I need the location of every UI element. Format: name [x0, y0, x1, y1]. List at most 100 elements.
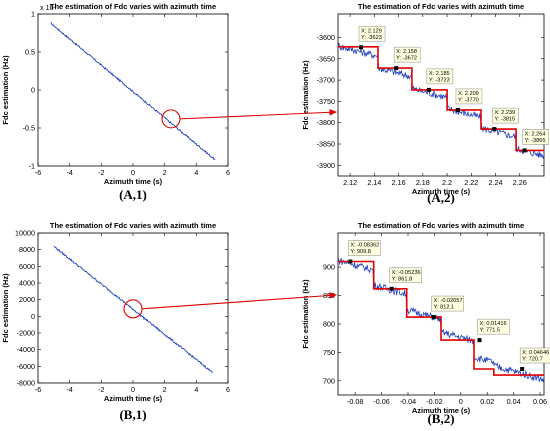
zoom-arrow	[141, 292, 338, 310]
datatip-box	[492, 107, 519, 124]
y-tick-label: 8000	[19, 245, 35, 254]
x-tick-label: 0.02	[480, 397, 494, 406]
datatip-y-label: Y: 909.8	[350, 249, 371, 255]
datatip-box	[455, 88, 483, 105]
y-tick-label: -8000	[17, 379, 35, 388]
chart-title: The estimation of Fdc varies with azimut…	[50, 2, 216, 11]
plot-content	[53, 246, 213, 374]
datatip-y-label: Y: 812.1	[434, 305, 455, 311]
x-tick-label: 4	[194, 385, 198, 394]
datatip-x-label: X: 2.209	[458, 91, 479, 97]
datatip-y-label: Y: -3723	[429, 77, 450, 83]
datatip-x-label: X: 2.239	[494, 110, 515, 116]
datatip-y-label: Y: -3672	[396, 56, 417, 62]
datatip-x-label: X: -0.08362	[350, 243, 379, 249]
datatip-box	[358, 26, 386, 42]
datatip-y-label: Y: 720.7	[522, 357, 543, 363]
x-tick-label: 2.12	[343, 178, 357, 187]
x-tick-label: 6	[226, 168, 230, 177]
datatip-y-label: Y: 771.5	[480, 328, 501, 334]
x-tick-label: 6	[226, 385, 230, 394]
x-tick-label: -2	[98, 385, 104, 394]
x-axis-label: Azimuth time (s)	[104, 177, 163, 186]
x-tick-label: 2.16	[392, 178, 406, 187]
x-tick-label: 2.14	[367, 178, 381, 187]
y-tick-label: -3700	[317, 76, 335, 85]
datatip-box	[389, 267, 422, 284]
x-tick-label: -4	[66, 385, 72, 394]
x-tick-label: 0	[131, 168, 135, 177]
y-tick-label: -3600	[317, 33, 335, 42]
panel-caption: (A,2)	[427, 190, 455, 205]
datatip-marker	[359, 45, 364, 50]
datatip-marker	[394, 66, 399, 71]
plot-content	[50, 22, 216, 161]
x-tick-label: -0.06	[373, 397, 389, 406]
datatip-y-label: Y: -3815	[494, 117, 515, 123]
y-tick-label: -6000	[17, 362, 35, 371]
datatip-box	[393, 46, 421, 63]
x-tick-label: 0	[459, 397, 463, 406]
plot-content	[338, 258, 544, 383]
y-tick-label: -2000	[17, 329, 35, 338]
staircase-line	[338, 260, 544, 376]
datatip-box	[426, 68, 454, 85]
datatip-y-label: Y: -3865	[525, 138, 546, 144]
datatip-marker	[455, 107, 460, 112]
y-tick-label: 750	[323, 348, 335, 357]
panel-caption: (B,2)	[427, 411, 454, 426]
y-tick-label: 4000	[19, 279, 35, 288]
x-tick-label: 0	[131, 385, 135, 394]
y-tick-label: -3850	[317, 140, 335, 149]
y-axis-label: Fdc estimation (Hz)	[301, 279, 310, 349]
y-tick-label: 0.5	[25, 48, 35, 57]
datatip-x-label: X: 2.185	[429, 71, 450, 77]
x-tick-label: 2.22	[464, 178, 478, 187]
datatip-marker	[520, 367, 525, 372]
datatip-marker	[431, 315, 436, 320]
chart-title: The estimation of Fdc varies with azimut…	[50, 221, 216, 230]
x-tick-label: 2.18	[416, 178, 430, 187]
y-tick-label: 1	[31, 10, 35, 19]
x-tick-label: 0.06	[533, 397, 547, 406]
y-tick-label: 2000	[19, 295, 35, 304]
datatip-x-label: X: 0.01416	[480, 321, 507, 327]
series-line	[53, 246, 213, 374]
x-tick-label: 2.24	[489, 178, 503, 187]
x-tick-label: -0.08	[347, 397, 363, 406]
datatip-x-label: X: 0.04646	[522, 350, 549, 356]
x-tick-label: 2.26	[513, 178, 527, 187]
datatip-x-label: X: -0.05236	[392, 270, 421, 276]
datatip-marker	[492, 127, 497, 132]
x-tick-label: 4	[194, 168, 198, 177]
y-tick-label: -3900	[317, 161, 335, 170]
x-axis-label: Azimuth time (s)	[412, 406, 471, 415]
chart-panel-b2: The estimation of Fdc varies with azimut…	[301, 221, 550, 426]
datatip-box	[431, 295, 464, 312]
panel-caption: (B,1)	[119, 407, 146, 422]
y-tick-label: -1	[29, 162, 35, 171]
chart-panel-b1: The estimation of Fdc varies with azimut…	[1, 221, 230, 422]
y-tick-label: 0	[31, 86, 35, 95]
datatip-box	[522, 129, 549, 145]
y-tick-label: -0.5	[23, 124, 35, 133]
x-tick-label: 0.04	[507, 397, 521, 406]
y-axis-label: Fdc estimation (Hz)	[301, 60, 310, 130]
datatip-x-label: X: 2.129	[361, 28, 382, 34]
y-tick-label: 0	[31, 312, 35, 321]
y-tick-label: 900	[323, 263, 335, 272]
x-axis-label: Azimuth time (s)	[412, 187, 471, 196]
chart-panel-a1: The estimation of Fdc varies with azimut…	[1, 2, 230, 202]
chart-title: The estimation of Fdc varies with azimut…	[358, 2, 524, 11]
y-axis-label: Fdc estimation (Hz)	[1, 55, 10, 125]
